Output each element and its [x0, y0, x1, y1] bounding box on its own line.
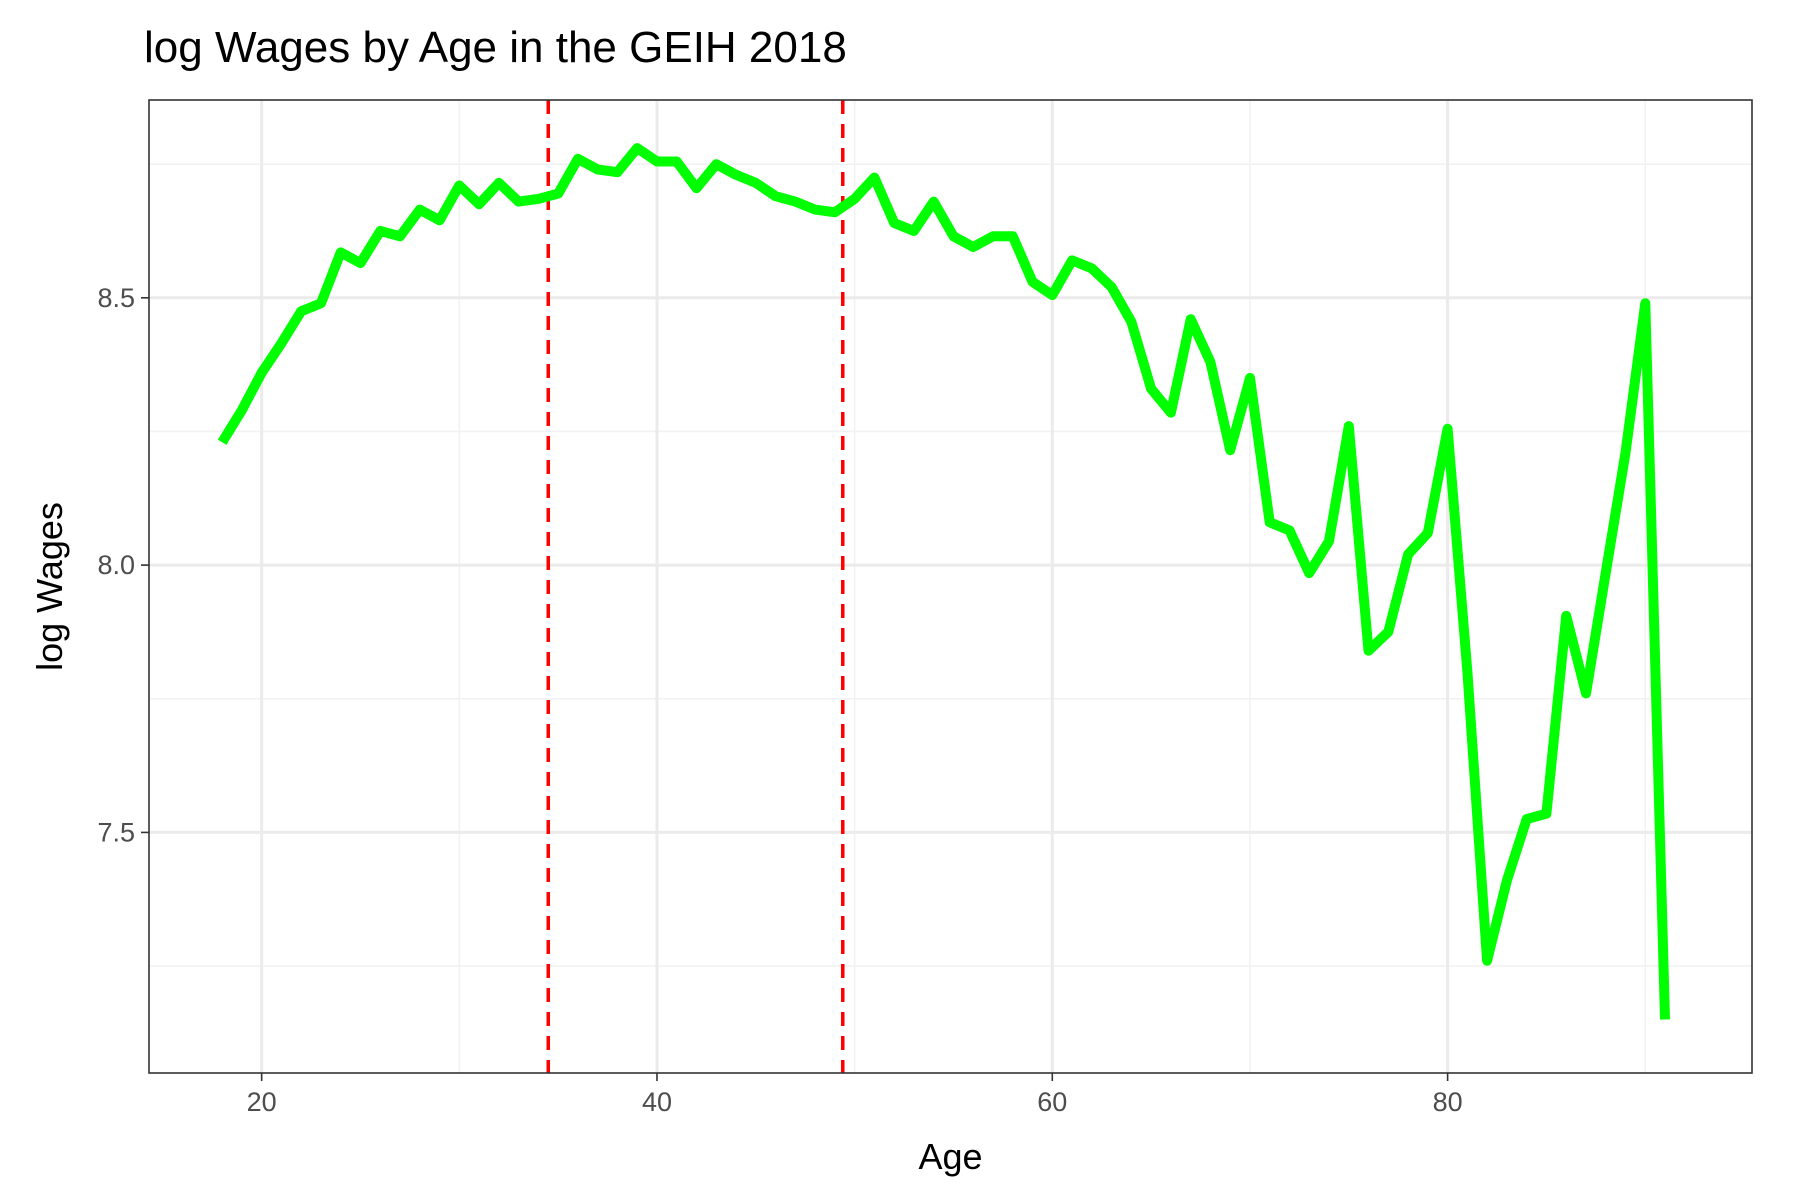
reference-lines [546, 100, 845, 1073]
major-gridlines [149, 100, 1752, 1073]
x-tick-label: 60 [1037, 1087, 1067, 1117]
x-axis-ticks: 20 40 60 80 [247, 1073, 1463, 1117]
x-axis-title: Age [918, 1136, 982, 1177]
x-tick-label: 80 [1433, 1087, 1463, 1117]
series-line [217, 143, 1670, 1020]
y-tick-label: 7.5 [97, 817, 135, 847]
minor-gridlines [149, 100, 1752, 1073]
y-tick-label: 8.0 [97, 550, 135, 580]
y-tick-label: 8.5 [97, 283, 135, 313]
y-axis-title: log Wages [29, 502, 70, 671]
x-tick-label: 20 [247, 1087, 277, 1117]
plot-panel-border [148, 99, 1753, 1074]
chart-title: log Wages by Age in the GEIH 2018 [144, 23, 847, 72]
x-tick-label: 40 [642, 1087, 672, 1117]
y-axis-ticks: 7.5 8.0 8.5 [97, 283, 149, 847]
